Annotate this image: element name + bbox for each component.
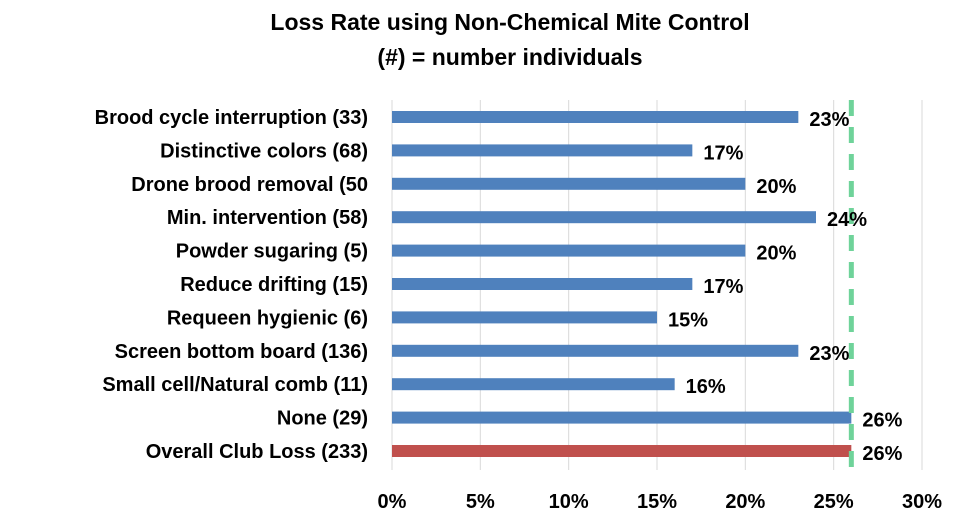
x-tick-label: 5% [466,491,495,513]
x-axis-ticks: 0% 5% 10% 15% 20% 25% 30% [378,491,943,513]
bar [392,445,852,457]
bars [392,111,852,457]
category-label: Powder sugaring (5) [176,241,368,263]
bar [392,378,675,391]
category-label: Requeen hygienic (6) [167,307,368,329]
category-label: Min. intervention (58) [167,207,368,229]
chart-title: Loss Rate using Non-Chemical Mite Contro… [270,9,749,35]
x-tick-label: 20% [725,491,765,513]
x-tick-label: 10% [549,491,589,513]
category-label: None (29) [277,408,368,430]
value-label: 16% [686,376,726,398]
x-tick-label: 25% [814,491,854,513]
x-tick-label: 0% [378,491,407,513]
value-labels: 23% 17% 20% 24% 20% 17% 15% 23% 16% 26% 26% [668,109,903,465]
value-label: 17% [703,276,743,298]
value-label: 23% [809,343,849,365]
value-label: 20% [756,176,796,198]
category-label: Brood cycle interruption (33) [95,107,368,129]
bar [392,244,746,257]
bar [392,411,852,424]
chart-subtitle: (#) = number individuals [377,44,642,70]
category-label: Small cell/Natural comb (11) [102,374,368,396]
bar [392,311,657,324]
value-label: 24% [827,209,867,231]
category-label: Distinctive colors (68) [160,140,368,162]
bar [392,177,746,190]
value-label: 15% [668,309,708,331]
category-label: Reduce drifting (15) [180,274,368,296]
category-label: Screen bottom board (136) [115,341,368,363]
x-tick-label: 30% [902,491,942,513]
x-tick-label: 15% [637,491,677,513]
category-label: Drone brood removal (50 [131,174,368,196]
value-label: 17% [703,142,743,164]
category-labels: Brood cycle interruption (33) Distinctive… [95,107,368,463]
value-label: 23% [809,109,849,131]
bar [392,211,816,224]
bar [392,344,799,357]
value-label: 20% [756,243,796,265]
bar [392,111,799,123]
value-label: 26% [862,443,902,465]
category-label: Overall Club Loss (233) [146,441,368,463]
bar [392,278,693,290]
bar [392,144,693,157]
value-label: 26% [862,410,902,432]
